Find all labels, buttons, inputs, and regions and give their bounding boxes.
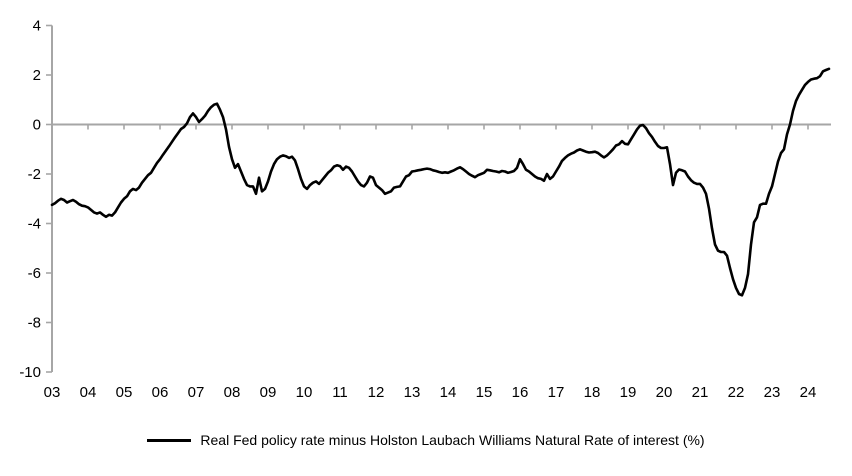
y-tick-label: 4 [33,18,41,35]
x-tick-label: 10 [296,384,313,401]
x-tick-label: 24 [800,384,817,401]
legend-line-marker [147,438,192,442]
y-tick-label: -10 [19,364,41,381]
x-tick-label: 21 [692,384,709,401]
x-tick-label: 09 [260,384,277,401]
y-tick-label: 2 [33,67,41,84]
y-tick-label: -8 [28,315,41,332]
x-tick-label: 05 [116,384,133,401]
series-line [50,67,831,297]
y-tick-label: -2 [28,166,41,183]
x-tick-label: 20 [656,384,673,401]
x-tick-label: 03 [44,384,61,401]
x-tick-label: 12 [368,384,385,401]
y-tick-label: 0 [33,117,41,134]
x-tick-label: 14 [440,384,457,401]
x-tick-label: 07 [188,384,205,401]
y-tick-label: -6 [28,265,41,282]
chart-legend: Real Fed policy rate minus Holston Lauba… [0,432,852,448]
x-tick-label: 22 [728,384,745,401]
y-tick-label: -4 [28,216,41,233]
x-tick-label: 08 [224,384,241,401]
legend-label: Real Fed policy rate minus Holston Lauba… [200,432,705,448]
x-tick-label: 17 [548,384,565,401]
x-tick-label: 11 [332,384,348,401]
x-tick-label: 16 [512,384,529,401]
x-tick-label: 13 [404,384,421,401]
x-tick-label: 15 [476,384,493,401]
x-tick-label: 04 [80,384,97,401]
x-tick-label: 06 [152,384,169,401]
x-tick-label: 23 [764,384,781,401]
x-tick-label: 18 [584,384,601,401]
x-tick-label: 19 [620,384,637,401]
